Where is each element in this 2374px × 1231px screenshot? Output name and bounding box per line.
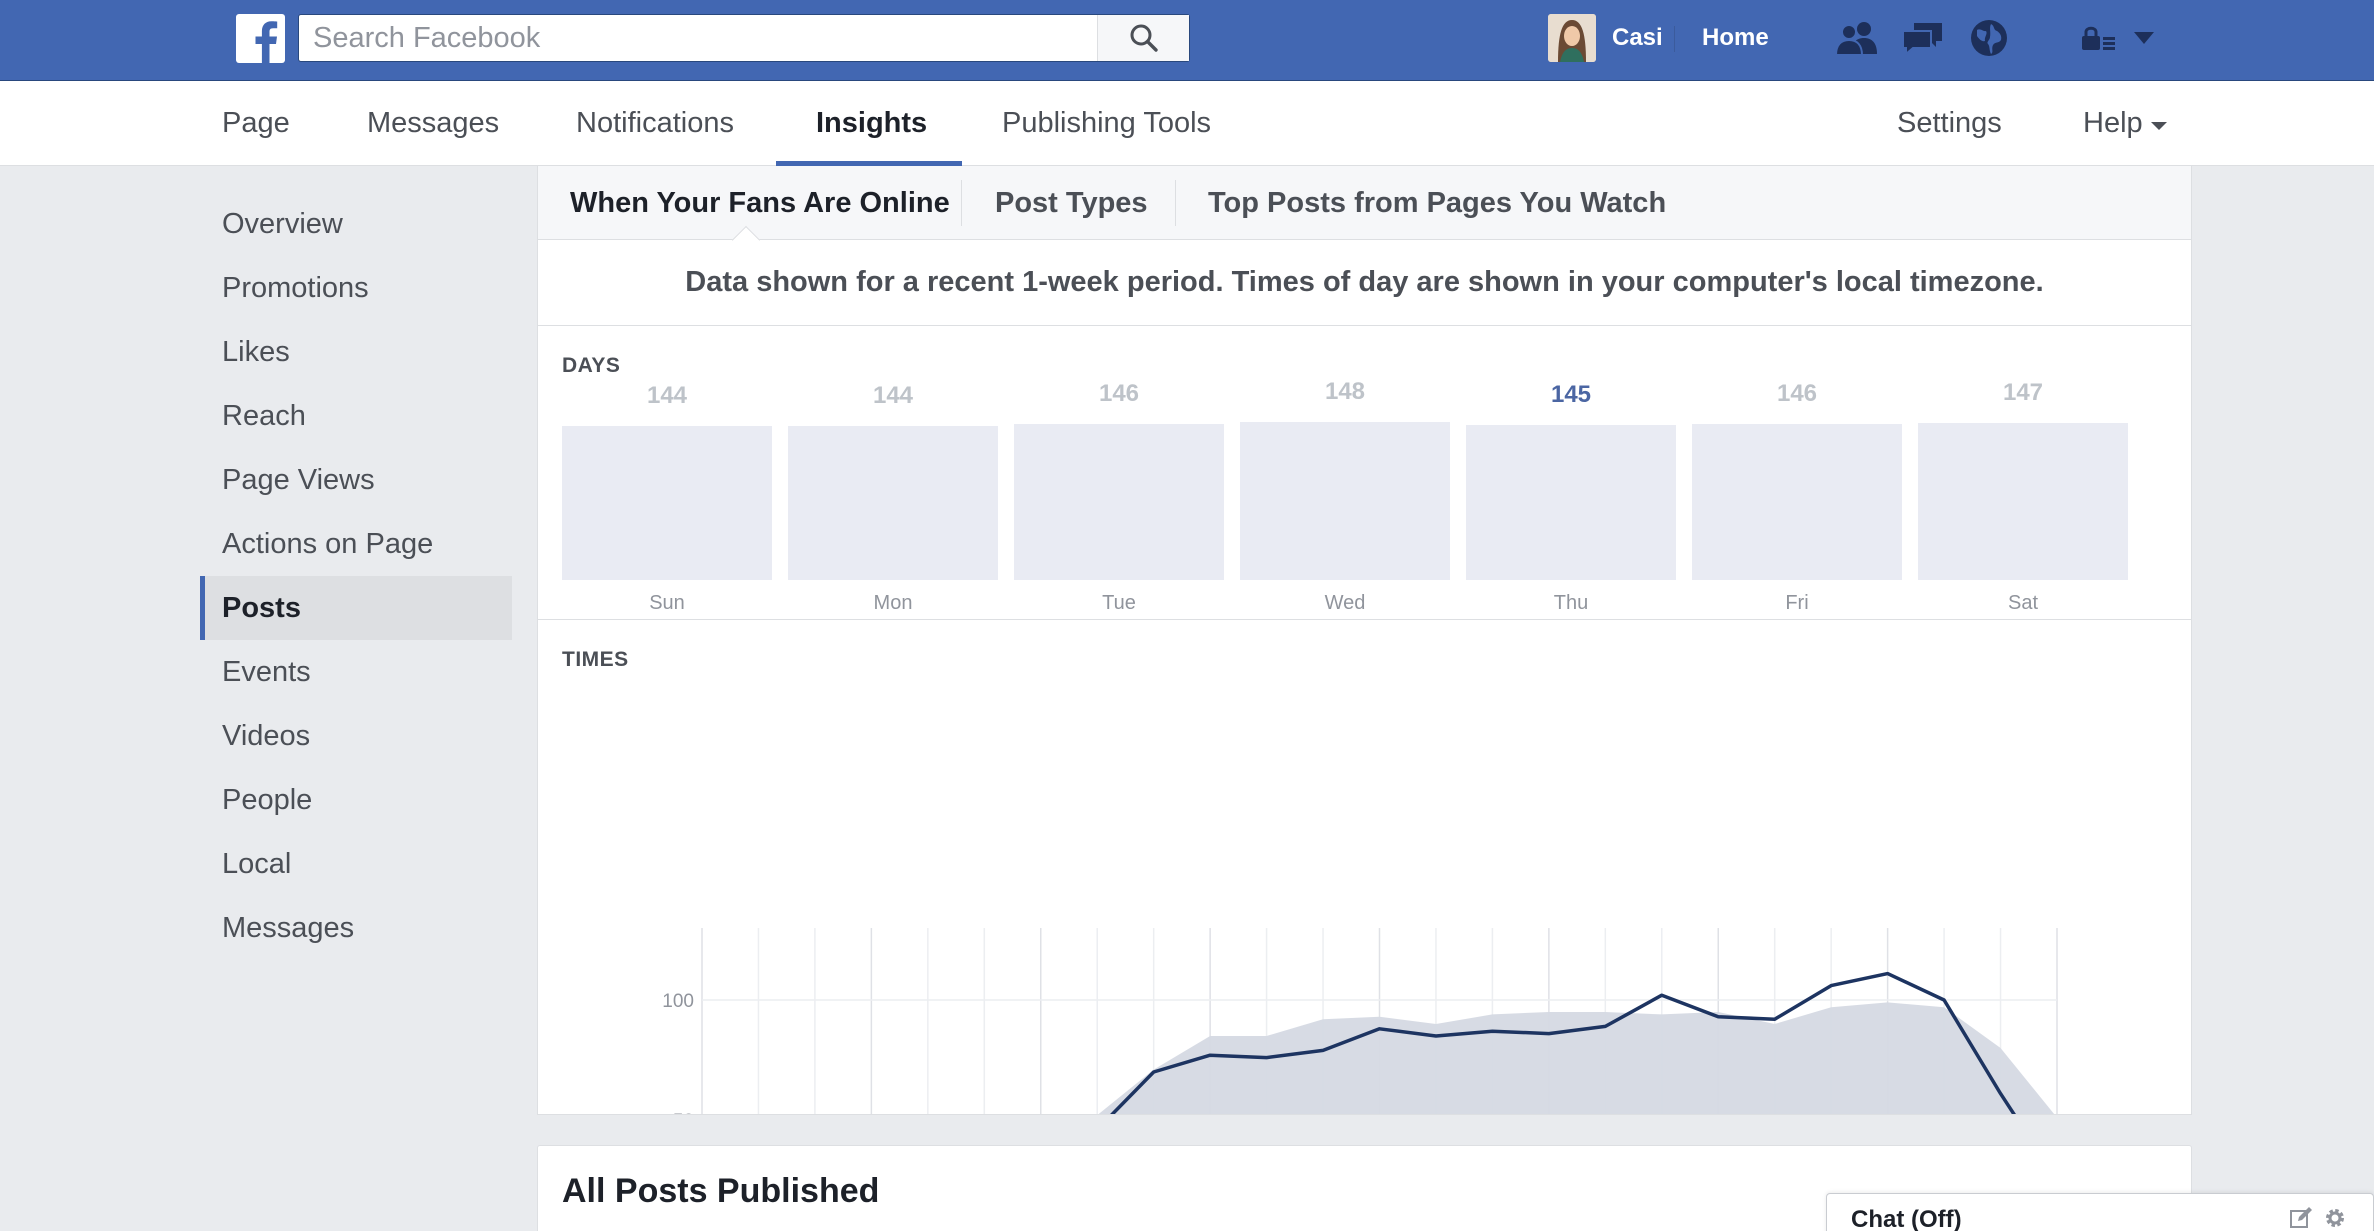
day-name: Sun <box>649 592 685 614</box>
page-nav: Page Messages Notifications Insights Pub… <box>0 81 2374 166</box>
messages-icon[interactable] <box>1900 18 1946 58</box>
friend-requests-icon[interactable] <box>1834 18 1880 58</box>
day-count: 144 <box>872 382 914 410</box>
times-chart: 050100Midnight3:00am6:00am9:00amNoon3:00… <box>662 928 2058 1114</box>
days-section: DAYS 144 Sun 144 Mon 146 Tue 148 Wed 145 Thu 146 Fr… <box>538 326 2191 620</box>
facebook-logo-icon[interactable] <box>236 14 285 63</box>
active-tab-indicator <box>776 161 962 166</box>
subtab-fans-online[interactable]: When Your Fans Are Online <box>570 186 950 219</box>
search-button[interactable] <box>1097 15 1189 61</box>
chat-bar[interactable]: Chat (Off) <box>1826 1193 2374 1231</box>
day-bar[interactable] <box>562 426 772 580</box>
home-link[interactable]: Home <box>1702 24 1769 51</box>
sidebar-item-posts[interactable]: Posts <box>200 576 512 640</box>
search-input[interactable] <box>299 15 1099 61</box>
day-column-tue[interactable]: 146 Tue <box>1014 326 1224 620</box>
day-column-thu[interactable]: 145 Thu <box>1466 326 1676 620</box>
subtab-top-posts[interactable]: Top Posts from Pages You Watch <box>1208 186 1667 219</box>
days-label: DAYS <box>562 354 621 377</box>
tab-help[interactable]: Help <box>2083 81 2167 166</box>
sidebar-item-events[interactable]: Events <box>222 655 311 688</box>
day-column-fri[interactable]: 146 Fri <box>1692 326 1902 620</box>
day-bar[interactable] <box>788 426 998 580</box>
day-name: Wed <box>1324 592 1366 614</box>
sidebar-item-people[interactable]: People <box>222 783 313 816</box>
day-name: Thu <box>1553 592 1589 614</box>
sidebar-item-videos[interactable]: Videos <box>222 719 311 752</box>
help-label: Help <box>2083 107 2143 139</box>
globe-notifications-icon[interactable] <box>1966 18 2012 58</box>
search-icon <box>1130 24 1158 52</box>
search-bar <box>298 14 1190 62</box>
day-name: Fri <box>1785 592 1809 614</box>
day-bar[interactable] <box>1466 425 1676 580</box>
all-posts-title: All Posts Published <box>562 1172 880 1210</box>
day-name: Sat <box>2007 592 2039 614</box>
day-column-mon[interactable]: 144 Mon <box>788 326 998 620</box>
sidebar-item-likes[interactable]: Likes <box>222 335 290 368</box>
compose-icon[interactable] <box>2287 1204 2315 1231</box>
top-bar: Casi Home <box>0 0 2374 81</box>
profile-link[interactable]: Casi <box>1548 14 1663 62</box>
subtab-divider <box>1175 180 1176 226</box>
privacy-shortcuts-icon[interactable] <box>2076 18 2122 58</box>
nav-divider <box>1674 26 1675 52</box>
user-name: Casi <box>1612 24 1663 51</box>
avatar <box>1548 14 1596 62</box>
tab-insights[interactable]: Insights <box>816 107 928 139</box>
day-name: Mon <box>873 592 913 614</box>
y-tick-label: 100 <box>662 991 694 1012</box>
day-column-sat[interactable]: 147 Sat <box>1918 326 2128 620</box>
sidebar-item-overview[interactable]: Overview <box>222 207 343 240</box>
day-count: 146 <box>1776 380 1818 408</box>
day-column-wed[interactable]: 148 Wed <box>1240 326 1450 620</box>
tab-publishing-tools[interactable]: Publishing Tools <box>1002 107 1212 139</box>
chat-label: Chat (Off) <box>1851 1206 1962 1231</box>
day-count: 146 <box>1098 380 1140 408</box>
tab-settings[interactable]: Settings <box>1897 107 2002 139</box>
times-section: TIMES 050100Midnight3:00am6:00am9:00amNo… <box>538 620 2191 1114</box>
sidebar-item-page-views[interactable]: Page Views <box>222 463 375 496</box>
tab-messages[interactable]: Messages <box>367 107 500 139</box>
day-count: 144 <box>646 382 688 410</box>
day-name: Tue <box>1102 592 1136 614</box>
tab-notifications[interactable]: Notifications <box>576 107 734 139</box>
sidebar-item-reach[interactable]: Reach <box>222 399 306 432</box>
day-count: 147 <box>2002 379 2044 407</box>
tab-page[interactable]: Page <box>222 107 290 139</box>
gear-icon[interactable] <box>2321 1204 2349 1231</box>
account-menu-chevron-icon[interactable] <box>2122 18 2166 58</box>
day-count: 148 <box>1324 378 1366 405</box>
subtab-post-types[interactable]: Post Types <box>995 186 1148 219</box>
sidebar-item-local[interactable]: Local <box>222 847 292 880</box>
day-column-sun[interactable]: 144 Sun <box>562 326 772 620</box>
subtab-divider <box>961 180 962 226</box>
times-label: TIMES <box>562 648 629 671</box>
caret-down-icon <box>2150 121 2167 130</box>
subtabs: When Your Fans Are Online Post Types Top… <box>538 166 2191 255</box>
day-bar[interactable] <box>1240 422 1450 580</box>
sidebar-item-actions-on-page[interactable]: Actions on Page <box>222 527 434 560</box>
area-series <box>1098 1002 2055 1114</box>
line-series <box>1110 971 2016 1114</box>
day-bar[interactable] <box>1692 424 1902 580</box>
day-bar[interactable] <box>1918 423 2128 580</box>
insights-sidebar: Overview Promotions Likes Reach Page Vie… <box>200 192 512 960</box>
y-tick-label: 50 <box>673 1111 694 1114</box>
day-count: 145 <box>1550 381 1592 409</box>
sidebar-item-promotions[interactable]: Promotions <box>222 271 369 304</box>
data-period-note: Data shown for a recent 1-week period. T… <box>538 240 2191 326</box>
insights-card: When Your Fans Are Online Post Types Top… <box>537 166 2192 1115</box>
day-bar[interactable] <box>1014 424 1224 580</box>
sidebar-item-messages[interactable]: Messages <box>222 911 355 944</box>
